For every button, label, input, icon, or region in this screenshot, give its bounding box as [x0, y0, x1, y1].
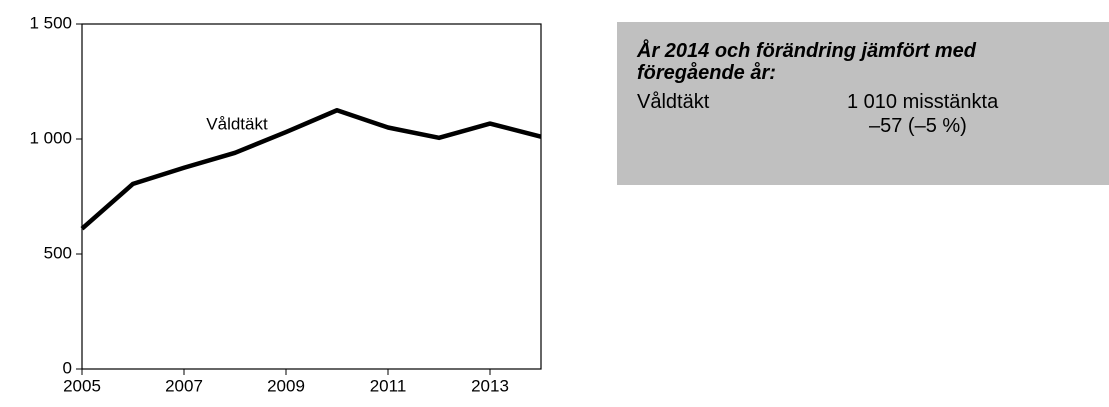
- row-change: –57 (–5 %): [869, 115, 967, 137]
- row-count: 1 010 misstänkta: [847, 91, 999, 113]
- info-box: År 2014 och förändring jämfört med föreg…: [617, 22, 1109, 185]
- y-tick-label: 1 500: [29, 13, 72, 32]
- plot-frame: [81, 23, 542, 370]
- series-label: Våldtäkt: [206, 114, 268, 133]
- info-title: År 2014 och förändring jämfört med föreg…: [637, 40, 976, 84]
- y-tick-label: 0: [63, 358, 72, 377]
- y-tick-label: 1 000: [29, 128, 72, 147]
- row-label: Våldtäkt: [637, 91, 710, 113]
- x-tick-label: 2011: [370, 376, 407, 395]
- info-row: Våldtäkt 1 010 misstänkta –57 (–5 %): [637, 90, 1089, 138]
- y-tick-label: 500: [44, 243, 72, 262]
- x-tick-label: 2013: [471, 376, 509, 395]
- row-value: 1 010 misstänkta –57 (–5 %): [847, 90, 1089, 138]
- line: [80, 108, 542, 231]
- x-tick-label: 2007: [165, 376, 203, 395]
- x-tick-label: 2009: [267, 376, 305, 395]
- x-tick-label: 2005: [63, 376, 101, 395]
- chart: 0 500 1 000 1 500 2005 2007 2009 2011 2013 Våldtä…: [29, 13, 542, 395]
